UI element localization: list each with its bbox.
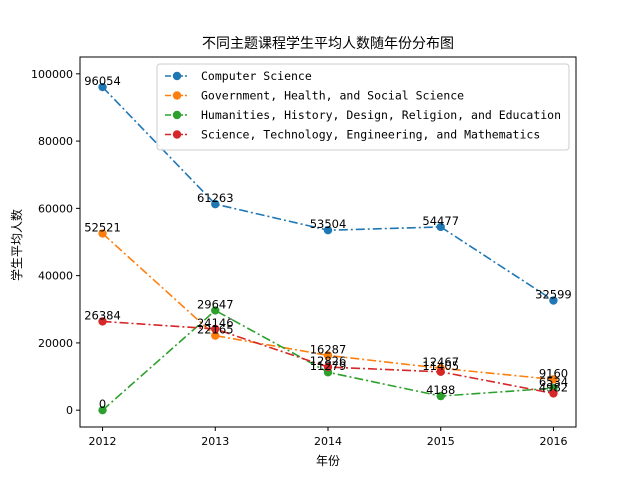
data-label: 54477 <box>422 214 459 228</box>
legend-entry: Humanities, History, Design, Religion, a… <box>201 108 561 122</box>
y-tick-label: 80000 <box>38 135 73 148</box>
data-label: 61263 <box>197 191 234 205</box>
legend-marker <box>172 110 182 120</box>
legend-entry: Computer Science <box>201 69 312 83</box>
data-label: 52521 <box>84 221 121 235</box>
data-label: 22165 <box>197 323 234 337</box>
legend-marker <box>172 91 182 100</box>
legend-entry: Science, Technology, Engineering, and Ma… <box>201 128 540 142</box>
data-label: 4982 <box>539 380 568 394</box>
data-point <box>549 375 558 384</box>
data-point <box>98 82 107 92</box>
y-tick-label: 40000 <box>38 270 73 283</box>
data-point <box>211 331 220 340</box>
data-point <box>211 324 220 334</box>
plot-area: 2012 2013 2014 2015 2016 0 20000 40000 60000 8000… <box>31 56 577 448</box>
data-point <box>211 199 220 209</box>
data-label: 0 <box>99 397 106 411</box>
data-label: 6534 <box>539 375 568 389</box>
data-point <box>98 405 107 415</box>
x-tick-label: 2015 <box>427 435 455 448</box>
data-label: 4188 <box>426 383 455 397</box>
y-axis-title: 学生平均人数 <box>9 209 24 281</box>
data-label: 11405 <box>422 359 459 373</box>
data-point <box>98 317 107 326</box>
legend-box <box>156 63 570 151</box>
data-label: 96054 <box>84 74 121 88</box>
data-point <box>436 391 445 401</box>
y-tick-label: 0 <box>66 404 73 417</box>
data-point <box>549 296 558 305</box>
legend-marker <box>172 130 182 139</box>
data-label: 53504 <box>310 217 347 231</box>
y-tick-label: 60000 <box>38 202 73 215</box>
data-label: 9160 <box>539 366 568 380</box>
data-label: 26384 <box>84 308 121 322</box>
x-axis-title: 年份 <box>316 454 340 468</box>
data-point <box>323 226 333 235</box>
x-tick-label: 2014 <box>314 435 342 448</box>
data-point <box>549 389 558 398</box>
data-label: 11279 <box>310 359 347 373</box>
data-label: 12467 <box>422 355 459 369</box>
chart-title: 不同主题课程学生平均人数随年份分布图 <box>202 36 454 52</box>
legend-entry: Government, Health, and Social Science <box>201 89 464 103</box>
x-tick-label: 2013 <box>201 435 229 448</box>
data-label: 12826 <box>310 354 347 368</box>
data-point <box>323 362 333 372</box>
data-point <box>436 222 445 232</box>
data-label: 24146 <box>197 316 234 330</box>
legend-marker <box>172 71 182 81</box>
data-point <box>98 229 107 238</box>
data-point <box>436 367 445 377</box>
data-label: 29647 <box>197 297 234 311</box>
y-tick-label: 20000 <box>38 337 73 350</box>
y-tick-label: 100000 <box>31 68 73 81</box>
x-tick-label: 2012 <box>89 435 117 448</box>
x-tick-label: 2016 <box>539 435 567 448</box>
data-point <box>211 306 220 315</box>
data-label: 32599 <box>535 288 572 302</box>
data-point <box>323 351 333 360</box>
series-line-3 <box>102 320 554 395</box>
data-label: 16287 <box>310 342 347 356</box>
